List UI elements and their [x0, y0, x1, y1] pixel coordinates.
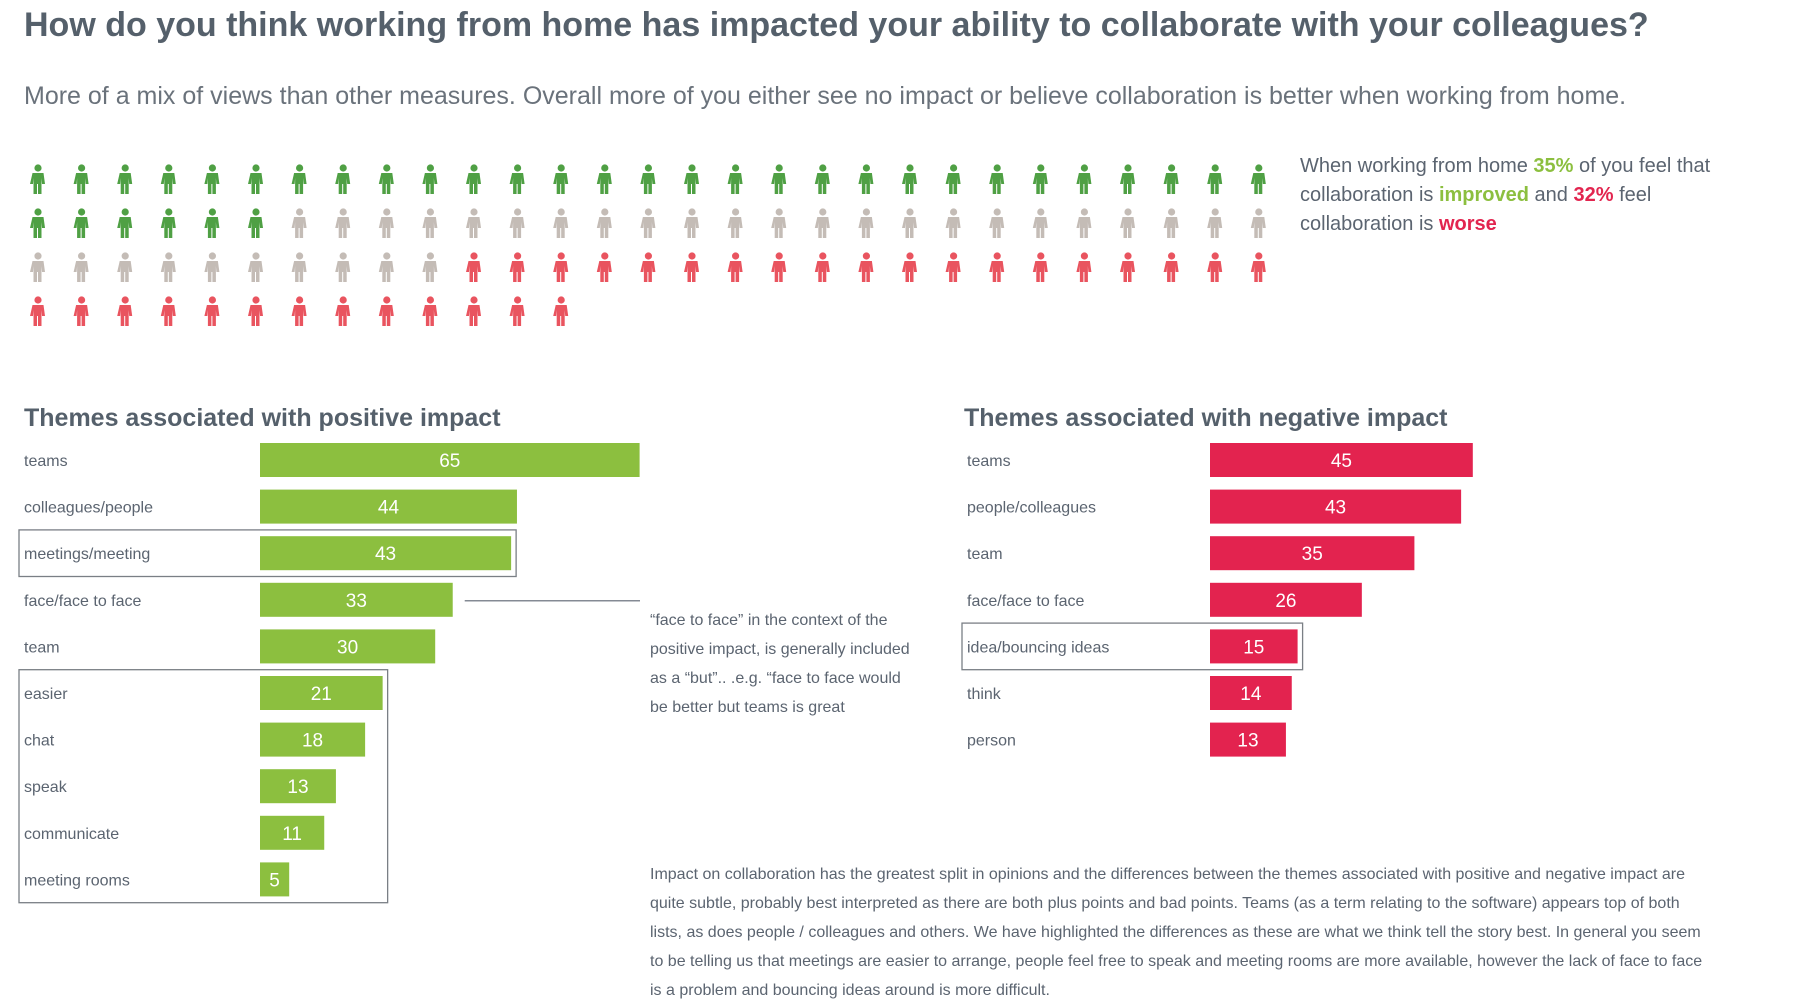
positive-category-label: meetings/meeting	[24, 546, 150, 563]
positive-bar	[260, 582, 453, 617]
summary-part-4: feel collaboration is	[1300, 184, 1652, 235]
positive-category-label: communicate	[24, 826, 119, 843]
negative-bar	[1210, 443, 1473, 477]
negative-value-label: 26	[1275, 591, 1296, 612]
positive-value-label: 11	[282, 824, 302, 845]
positive-value-label: 33	[346, 591, 367, 612]
worse-percent: 32%	[1573, 184, 1614, 206]
negative-category-label: teams	[967, 453, 1011, 470]
positive-category-label: chat	[24, 733, 55, 750]
positive-bar	[260, 536, 512, 571]
negative-bar	[1210, 489, 1462, 524]
positive-value-label: 5	[269, 870, 280, 891]
positive-bar	[260, 489, 517, 524]
positive-bar	[260, 629, 436, 664]
positive-category-label: meeting rooms	[24, 872, 130, 889]
page-title: How do you think working from home has i…	[24, 6, 1649, 44]
negative-value-label: 15	[1243, 637, 1264, 658]
positive-category-label: team	[24, 639, 60, 656]
negative-value-label: 13	[1237, 731, 1258, 752]
positive-value-label: 44	[378, 498, 400, 519]
negative-category-label: think	[967, 686, 1002, 703]
negative-bar	[1210, 676, 1292, 710]
positive-category-label: teams	[24, 453, 68, 470]
positive-value-label: 18	[302, 731, 323, 752]
positive-bar	[260, 443, 640, 477]
negative-bar	[1210, 536, 1415, 571]
positive-bar	[260, 815, 325, 850]
negative-value-label: 14	[1240, 684, 1262, 705]
summary-part-1: When working from home	[1300, 155, 1534, 177]
positive-bar	[260, 862, 290, 897]
negative-themes-title: Themes associated with negative impact	[964, 404, 1448, 432]
improved-percent: 35%	[1533, 155, 1574, 177]
positive-highlight-box	[18, 669, 389, 904]
negative-category-label: person	[967, 733, 1016, 750]
summary-text: When working from home 35% of you feel t…	[1300, 152, 1740, 239]
summary-part-2: of you feel that collaboration is	[1300, 155, 1711, 206]
negative-value-label: 45	[1331, 451, 1352, 472]
negative-category-label: people/colleagues	[967, 500, 1096, 517]
negative-highlight-box	[961, 622, 1304, 671]
positive-category-label: colleagues/people	[24, 500, 153, 517]
negative-value-label: 35	[1302, 544, 1323, 565]
negative-category-label: face/face to face	[967, 593, 1085, 610]
positive-value-label: 13	[287, 777, 308, 798]
face-to-face-note: “face to face” in the context of the pos…	[650, 612, 910, 716]
positive-category-label: face/face to face	[24, 593, 142, 610]
positive-themes-title: Themes associated with positive impact	[24, 404, 501, 432]
negative-bar	[1210, 629, 1298, 664]
summary-part-3: and	[1529, 184, 1574, 206]
positive-bar	[260, 769, 336, 804]
positive-bar	[260, 722, 366, 757]
negative-category-label: team	[967, 546, 1003, 563]
improved-word: improved	[1438, 184, 1529, 206]
negative-bar	[1210, 582, 1362, 617]
footer-commentary: Impact on collaboration has the greatest…	[650, 866, 1703, 999]
negative-value-label: 43	[1325, 498, 1346, 519]
worse-word: worse	[1438, 213, 1497, 235]
page-subtitle: More of a mix of views than other measur…	[24, 82, 1627, 110]
positive-highlight-box	[18, 529, 517, 578]
positive-category-label: speak	[24, 779, 68, 796]
positive-value-label: 43	[375, 544, 396, 565]
negative-category-label: idea/bouncing ideas	[967, 639, 1109, 656]
negative-bar	[1210, 722, 1286, 757]
positive-value-label: 30	[337, 637, 358, 658]
positive-value-label: 21	[311, 684, 332, 705]
positive-bar	[260, 676, 383, 710]
positive-value-label: 65	[439, 451, 460, 472]
positive-category-label: easier	[24, 686, 68, 703]
